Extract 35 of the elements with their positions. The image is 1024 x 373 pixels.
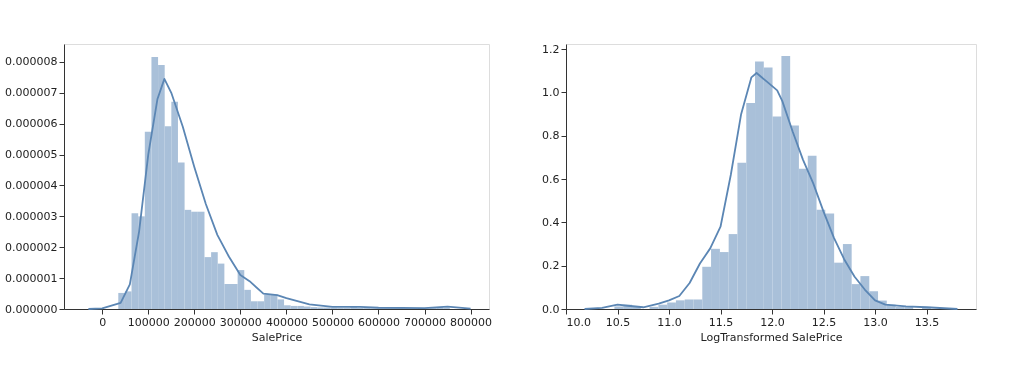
x-tick-label: 700000	[404, 315, 447, 329]
x-tick-label: 10.0	[566, 315, 591, 329]
x-tick-label: 600000	[357, 315, 400, 329]
y-tick-label: 0.4	[542, 215, 560, 229]
y-tick-label: 1.0	[542, 86, 560, 99]
x-tick-label: 100000	[127, 315, 170, 329]
x-axis-title: LogTransformed SalePrice	[700, 330, 843, 344]
x-tick-label: 11.0	[657, 315, 682, 329]
y-tick-label: 0.2	[542, 259, 560, 273]
x-tick-label: 12.5	[811, 315, 837, 329]
x-tick-label: 200000	[173, 315, 216, 329]
y-tick-label: 0.0	[542, 302, 560, 316]
y-tick-label: 0.000008	[5, 55, 58, 69]
y-tick-label: 0.000007	[5, 86, 58, 100]
y-tick-label: 0.000002	[5, 240, 58, 254]
y-tick-label: 1.2	[542, 42, 560, 56]
x-tick-label: 10.5	[605, 315, 631, 329]
x-tick-label: 13.5	[914, 315, 940, 329]
x-tick-label: 400000	[265, 315, 308, 329]
x-tick-label: 300000	[219, 315, 262, 329]
x-tick-label: 13.0	[863, 315, 888, 329]
x-tick-label: 500000	[311, 315, 354, 329]
x-tick-label: 800000	[450, 315, 493, 329]
y-tick-label: 0.8	[542, 129, 560, 143]
y-tick-label: 0.000000	[5, 302, 58, 316]
y-tick-label: 0.6	[542, 172, 560, 186]
y-tick-label: 0.000004	[5, 178, 58, 192]
x-tick-label: 12.0	[760, 315, 785, 329]
x-tick-label: 11.5	[708, 315, 734, 329]
y-tick-label: 0.000006	[5, 117, 58, 131]
x-axis-title: SalePrice	[251, 330, 303, 344]
x-tick-label: 0	[99, 315, 107, 329]
y-tick-label: 0.000005	[5, 148, 58, 162]
y-tick-label: 0.000001	[5, 271, 58, 285]
y-tick-label: 0.000003	[5, 209, 58, 223]
